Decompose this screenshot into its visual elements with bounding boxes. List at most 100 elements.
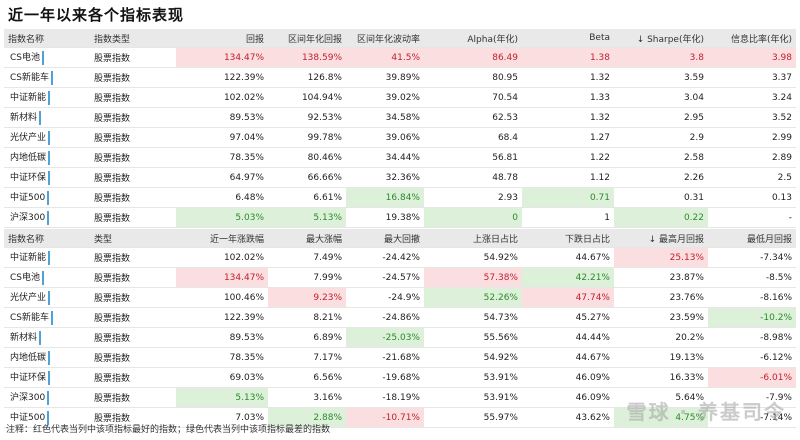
col-header[interactable]: 区间年化波动率 (346, 29, 424, 48)
value-cell: 64.97% (176, 167, 268, 188)
value-cell: 53.91% (424, 367, 522, 388)
col-header[interactable]: 最大回撤 (346, 229, 424, 248)
value-cell: 6.56% (268, 367, 346, 388)
table-row[interactable]: CS新能车 股票指数 122.39% 8.21% -24.86% 54.73% 45.27%… (4, 307, 796, 328)
table-row[interactable]: CS电池 股票指数 134.47% 7.99% -24.57% 57.38% 42.21% 2… (4, 267, 796, 288)
value-cell: 1.27 (522, 127, 614, 148)
index-name: 沪深300 (8, 390, 50, 405)
col-header[interactable]: 最低月回报 (708, 229, 796, 248)
table-row[interactable]: 中证环保 股票指数 69.03% 6.56% -19.68% 53.91% 46.09% 16… (4, 367, 796, 388)
value-cell: -7.9% (708, 387, 796, 408)
index-name-cell: 中证500 (4, 407, 90, 428)
table-row[interactable]: 光伏产业 股票指数 100.46% 9.23% -24.9% 52.26% 47.74% 23… (4, 287, 796, 308)
value-cell: 1.12 (522, 167, 614, 188)
col-header[interactable]: 回报 (176, 29, 268, 48)
col-header[interactable]: 近一年涨跌幅 (176, 229, 268, 248)
value-cell: 19.13% (614, 347, 708, 368)
table-row[interactable]: 光伏产业 股票指数 97.04% 99.78% 39.06% 68.4 1.27 2.9 2.9… (4, 127, 796, 148)
value-cell: 54.92% (424, 347, 522, 368)
value-cell: 2.26 (614, 167, 708, 188)
value-cell: 44.67% (522, 347, 614, 368)
index-type-cell: 股票指数 (90, 47, 176, 68)
value-cell: 6.89% (268, 327, 346, 348)
index-name: 内地低碳 (8, 150, 51, 165)
index-type-cell: 股票指数 (90, 267, 176, 288)
index-type-cell: 股票指数 (90, 327, 176, 348)
index-name-cell: 中证环保 (4, 167, 90, 188)
index-name: 沪深300 (8, 210, 50, 225)
index-name-cell: CS新能车 (4, 67, 90, 88)
col-header[interactable]: 最大涨幅 (268, 229, 346, 248)
col-header-sorted[interactable]: ↓ Sharpe(年化) (614, 29, 708, 48)
value-cell: 102.02% (176, 87, 268, 108)
value-cell: 0.71 (522, 187, 614, 208)
value-cell: 1.22 (522, 147, 614, 168)
index-type-cell: 股票指数 (90, 87, 176, 108)
value-cell: -8.5% (708, 267, 796, 288)
col-header[interactable]: Alpha(年化) (424, 29, 522, 48)
value-cell: 20.2% (614, 327, 708, 348)
col-header-sorted[interactable]: ↓ 最高月回报 (614, 229, 708, 248)
value-cell: 54.73% (424, 307, 522, 328)
col-header[interactable]: 指数名称 (4, 29, 90, 48)
table-row[interactable]: 中证500 股票指数 7.03% 2.88% -10.71% 55.97% 43.62% 4.… (4, 407, 796, 428)
index-name: 中证500 (8, 190, 50, 205)
index-name: CS新能车 (8, 310, 53, 325)
value-cell: 52.26% (424, 287, 522, 308)
index-type-cell: 股票指数 (90, 287, 176, 308)
value-cell: 5.64% (614, 387, 708, 408)
table-row[interactable]: 中证新能 股票指数 102.02% 104.94% 39.02% 70.54 1.33 3.0… (4, 87, 796, 108)
value-cell: 62.53 (424, 107, 522, 128)
value-cell: 89.53% (176, 107, 268, 128)
value-cell: -6.12% (708, 347, 796, 368)
table-row[interactable]: CS新能车 股票指数 122.39% 126.8% 39.89% 80.95 1.32 3.5… (4, 67, 796, 88)
value-cell: 1.32 (522, 67, 614, 88)
value-cell: 7.49% (268, 247, 346, 268)
col-header[interactable]: 上涨日占比 (424, 229, 522, 248)
col-header[interactable]: 信息比率(年化) (708, 29, 796, 48)
value-cell: 57.38% (424, 267, 522, 288)
value-cell: 39.06% (346, 127, 424, 148)
table-row[interactable]: 沪深300 股票指数 5.03% 5.13% 19.38% 0 1 0.22- (4, 207, 796, 228)
value-cell: -8.98% (708, 327, 796, 348)
index-type-cell: 股票指数 (90, 367, 176, 388)
value-cell: -21.68% (346, 347, 424, 368)
index-type-cell: 股票指数 (90, 207, 176, 228)
index-name-cell: 沪深300 (4, 387, 90, 408)
table-row[interactable]: 内地低碳 股票指数 78.35% 80.46% 34.44% 56.81 1.22 2.58 2… (4, 147, 796, 168)
value-cell: 3.16% (268, 387, 346, 408)
table-row[interactable]: 中证新能 股票指数 102.02% 7.49% -24.42% 54.92% 44.67% 2… (4, 247, 796, 268)
col-header[interactable]: 区间年化回报 (268, 29, 346, 48)
value-cell: 97.04% (176, 127, 268, 148)
value-cell: 69.03% (176, 367, 268, 388)
col-header[interactable]: 类型 (90, 229, 176, 248)
value-cell: 126.8% (268, 67, 346, 88)
value-cell: 80.46% (268, 147, 346, 168)
index-name: CS电池 (8, 270, 44, 285)
table-row[interactable]: CS电池 股票指数 134.47% 138.59% 41.5% 86.49 1.38 3.8 3… (4, 47, 796, 68)
table-row[interactable]: 中证环保 股票指数 64.97% 66.66% 32.36% 48.78 1.12 2.26 2… (4, 167, 796, 188)
col-header[interactable]: 指数名称 (4, 229, 90, 248)
value-cell: 1.33 (522, 87, 614, 108)
table-row[interactable]: 新材料 股票指数 89.53% 6.89% -25.03% 55.56% 44.44% 20.… (4, 327, 796, 348)
index-name-cell: 光伏产业 (4, 287, 90, 308)
table-row[interactable]: 内地低碳 股票指数 78.35% 7.17% -21.68% 54.92% 44.67% 19… (4, 347, 796, 368)
value-cell: 48.78 (424, 167, 522, 188)
value-cell: 43.62% (522, 407, 614, 428)
table-row[interactable]: 中证500 股票指数 6.48% 6.61% 16.84% 2.93 0.71 0.31 0.1… (4, 187, 796, 208)
col-header[interactable]: 指数类型 (90, 29, 176, 48)
value-cell: 66.66% (268, 167, 346, 188)
index-metrics-table: 指数名称 指数类型 回报 区间年化回报 区间年化波动率 Alpha(年化) Be… (4, 29, 796, 228)
col-header[interactable]: 下跌日占比 (522, 229, 614, 248)
value-cell: 80.95 (424, 67, 522, 88)
index-name: 新材料 (8, 330, 42, 345)
table-row[interactable]: 新材料 股票指数 89.53% 92.53% 34.58% 62.53 1.32 2.95 3.… (4, 107, 796, 128)
col-header[interactable]: Beta (522, 29, 614, 48)
table-row[interactable]: 沪深300 股票指数 5.13% 3.16% -18.19% 53.91% 46.09% 5.… (4, 387, 796, 408)
value-cell: 1 (522, 207, 614, 228)
value-cell: 104.94% (268, 87, 346, 108)
value-cell: 3.59 (614, 67, 708, 88)
value-cell: 92.53% (268, 107, 346, 128)
value-cell: -18.19% (346, 387, 424, 408)
value-cell: 5.03% (176, 207, 268, 228)
